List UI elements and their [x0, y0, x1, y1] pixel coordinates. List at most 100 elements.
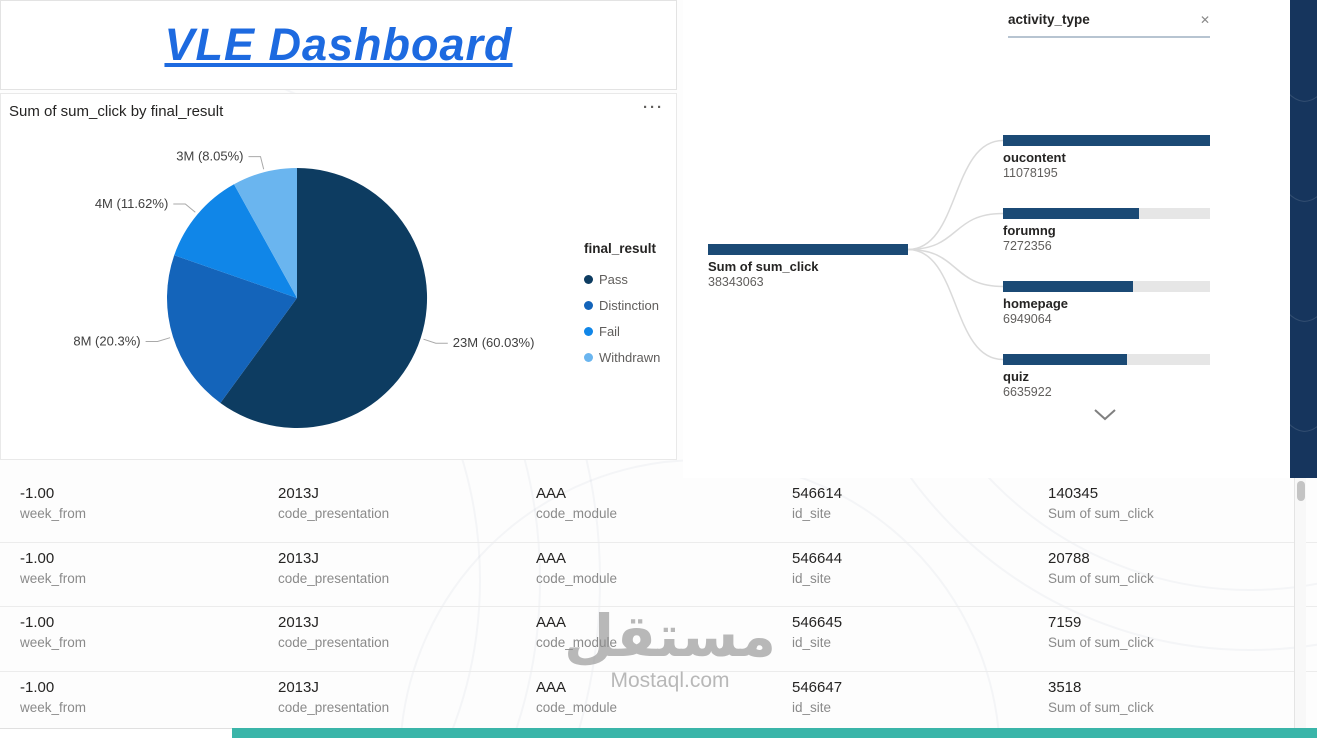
cell-value: 546645 [792, 614, 843, 631]
cell-value: AAA [536, 485, 567, 502]
tree-root-node[interactable]: Sum of sum_click 38343063 [708, 244, 908, 289]
bottom-bar-left-segment [0, 728, 232, 738]
legend-item-pass[interactable]: Pass [584, 266, 660, 292]
legend-label: Pass [599, 271, 628, 287]
tree-node-label: forumng [1003, 223, 1056, 238]
legend-label: Distinction [599, 297, 659, 313]
tree-root-label: Sum of sum_click [708, 259, 819, 274]
tree-node-label: oucontent [1003, 150, 1066, 165]
title-panel: VLE Dashboard [0, 0, 677, 90]
strip-waves [1288, 92, 1317, 432]
legend-title: final_result [584, 241, 657, 256]
tree-field-header: activity_type [1008, 12, 1090, 27]
table-row[interactable]: -1.00 week_from 2013J code_presentation AAA c… [0, 672, 1317, 729]
legend-item-withdrawn[interactable]: Withdrawn [584, 344, 660, 370]
pie-slice-distinction[interactable] [166, 255, 297, 403]
pie-chart: 23M (60.03%) 8M (20.3%) 4M (11.62%) 3M (8.0… [73, 149, 535, 428]
table-cell: 546647 id_site [792, 679, 1048, 729]
table-cell: -1.00 week_from [20, 614, 278, 671]
bottom-bar [0, 728, 1317, 738]
cell-field-label: code_presentation [278, 635, 390, 650]
pie-slice-pass[interactable] [220, 168, 428, 428]
pie-data-label: 23M (60.03%) [453, 335, 535, 350]
cell-value: 2013J [278, 485, 319, 502]
pie-leader-line [423, 338, 448, 344]
table-cell: -1.00 week_from [20, 679, 278, 729]
tree-node-forumng[interactable]: forumng 7272356 [1003, 208, 1210, 253]
tree-bar-track [1003, 281, 1210, 292]
cell-field-label: Sum of sum_click [1048, 570, 1154, 586]
table-cell: 546644 id_site [792, 550, 1048, 607]
tree-node-label: homepage [1003, 296, 1069, 311]
pie-slice-fail[interactable] [174, 184, 297, 298]
table-cell: 140345 Sum of sum_click [1048, 485, 1317, 542]
tree-bar-track [1003, 354, 1210, 365]
tree-root-bar [708, 244, 908, 255]
cell-value: AAA [536, 614, 567, 631]
cell-field-label: code_module [536, 699, 618, 715]
tree-header: activity_type ✕ [1008, 12, 1210, 38]
close-icon[interactable]: ✕ [1199, 12, 1210, 27]
cell-field-label: Sum of sum_click [1048, 699, 1154, 715]
scrollbar-thumb[interactable] [1297, 481, 1305, 501]
tree-bar-fill [1003, 135, 1210, 146]
table-cell: 2013J code_presentation [278, 614, 536, 671]
cell-field-label: id_site [792, 570, 832, 586]
legend-item-fail[interactable]: Fail [584, 318, 660, 344]
tree-connector [907, 248, 1004, 288]
tree-node-value: 11078195 [1003, 166, 1058, 180]
tree-bar-track [1003, 135, 1210, 146]
table-row[interactable]: -1.00 week_from 2013J code_presentation AAA c… [0, 478, 1317, 543]
table-cell: 2013J code_presentation [278, 485, 536, 542]
legend-bullet-icon [584, 326, 593, 336]
more-options-icon[interactable]: ··· [643, 99, 664, 116]
cell-field-label: code_module [536, 570, 618, 586]
tree-connector [907, 248, 1004, 361]
pie-leader-line [145, 337, 171, 342]
table-cell: AAA code_module [536, 679, 792, 729]
pie-leader-line [173, 203, 196, 213]
legend-label: Fail [599, 323, 620, 339]
cell-field-label: code_presentation [278, 506, 390, 521]
pie-legend: final_result Pass Distinction Fail Withdraw… [584, 241, 660, 370]
table-cell: AAA code_module [536, 485, 792, 542]
table-cell: 7159 Sum of sum_click [1048, 614, 1317, 671]
table-cell: 546645 id_site [792, 614, 1048, 671]
cell-value: AAA [536, 549, 567, 567]
table-row[interactable]: -1.00 week_from 2013J code_presentation AAA c… [0, 543, 1317, 607]
tree-bar-fill [1003, 281, 1133, 292]
legend-label: Withdrawn [599, 349, 661, 365]
cell-value: 2013J [278, 614, 319, 631]
decomposition-tree-panel: activity_type ✕ Sum of sum_click 3834306… [683, 0, 1290, 478]
table-scrollbar[interactable] [1294, 478, 1306, 728]
tree-connector [907, 212, 1004, 251]
tree-connector [907, 139, 1004, 251]
table-cell: AAA code_module [536, 550, 792, 607]
cell-value: -1.00 [20, 614, 55, 631]
tree-node-value: 6949064 [1003, 312, 1052, 326]
cell-field-label: code_presentation [278, 570, 390, 586]
pie-slice-withdrawn[interactable] [234, 168, 297, 298]
tree-node-label: quiz [1003, 369, 1029, 384]
pie-leader-line [248, 156, 265, 170]
cell-field-label: code_module [536, 506, 618, 521]
table-cell: 2013J code_presentation [278, 550, 536, 607]
data-table: -1.00 week_from 2013J code_presentation AAA c… [0, 478, 1317, 728]
table-cell: -1.00 week_from [20, 485, 278, 542]
table-cell: 3518 Sum of sum_click [1048, 679, 1317, 729]
tree-bar-fill [1003, 354, 1127, 365]
legend-bullet-icon [584, 274, 593, 284]
tree-node-quiz[interactable]: quiz 6635922 [1003, 354, 1210, 399]
legend-item-distinction[interactable]: Distinction [584, 292, 660, 318]
page-title: VLE Dashboard [164, 19, 513, 70]
pie-chart-title: Sum of sum_click by final_result [9, 103, 224, 120]
cell-field-label: Sum of sum_click [1048, 506, 1154, 521]
cell-field-label: week_from [20, 635, 87, 650]
cell-field-label: week_from [20, 570, 87, 586]
table-row[interactable]: -1.00 week_from 2013J code_presentation AAA c… [0, 607, 1317, 672]
tree-node-homepage[interactable]: homepage 6949064 [1003, 281, 1210, 326]
pie-data-label: 3M (8.05%) [176, 149, 243, 164]
tree-node-oucontent[interactable]: oucontent 11078195 [1003, 135, 1210, 180]
chevron-down-icon[interactable] [1093, 408, 1117, 422]
table-cell: 546614 id_site [792, 485, 1048, 542]
